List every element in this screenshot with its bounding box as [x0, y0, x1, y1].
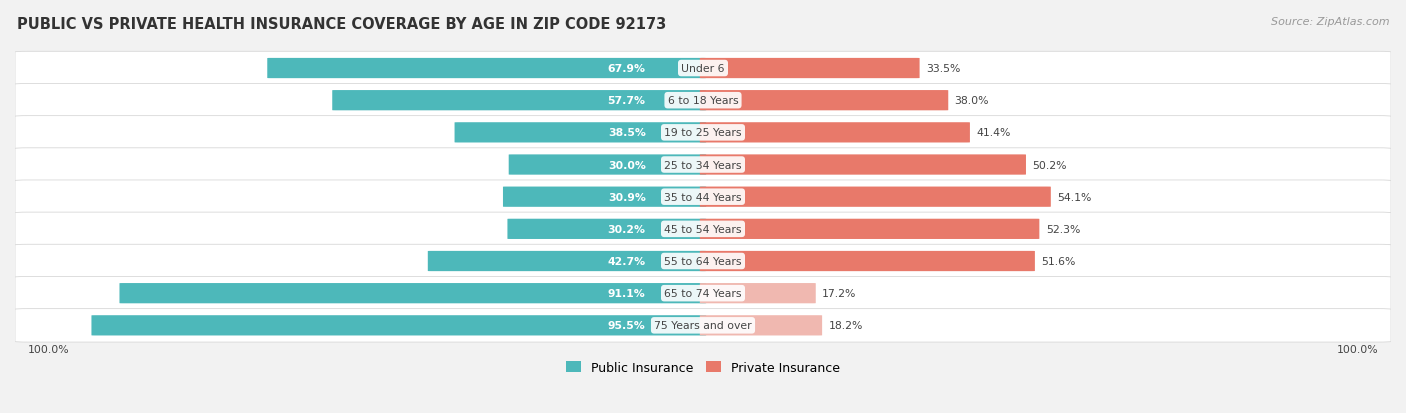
- Text: 54.1%: 54.1%: [1057, 192, 1091, 202]
- FancyBboxPatch shape: [454, 123, 706, 143]
- Text: 41.4%: 41.4%: [976, 128, 1011, 138]
- Text: 95.5%: 95.5%: [607, 320, 645, 330]
- FancyBboxPatch shape: [509, 155, 706, 175]
- Text: 38.5%: 38.5%: [607, 128, 645, 138]
- Text: 57.7%: 57.7%: [607, 96, 645, 106]
- Text: 30.0%: 30.0%: [607, 160, 645, 170]
- FancyBboxPatch shape: [700, 187, 1050, 207]
- Text: 100.0%: 100.0%: [28, 344, 69, 354]
- FancyBboxPatch shape: [427, 251, 706, 271]
- Text: 35 to 44 Years: 35 to 44 Years: [664, 192, 742, 202]
- Text: 52.3%: 52.3%: [1046, 224, 1080, 234]
- FancyBboxPatch shape: [15, 309, 1391, 342]
- Text: 42.7%: 42.7%: [607, 256, 645, 266]
- Text: 45 to 54 Years: 45 to 54 Years: [664, 224, 742, 234]
- FancyBboxPatch shape: [700, 123, 970, 143]
- FancyBboxPatch shape: [700, 251, 1035, 271]
- Text: 55 to 64 Years: 55 to 64 Years: [664, 256, 742, 266]
- FancyBboxPatch shape: [700, 59, 920, 79]
- Text: 91.1%: 91.1%: [607, 288, 645, 299]
- Text: Under 6: Under 6: [682, 64, 724, 74]
- Text: Source: ZipAtlas.com: Source: ZipAtlas.com: [1271, 17, 1389, 26]
- FancyBboxPatch shape: [700, 155, 1026, 175]
- Text: 17.2%: 17.2%: [823, 288, 856, 299]
- FancyBboxPatch shape: [120, 283, 706, 304]
- FancyBboxPatch shape: [332, 91, 706, 111]
- FancyBboxPatch shape: [15, 277, 1391, 310]
- Text: 6 to 18 Years: 6 to 18 Years: [668, 96, 738, 106]
- Text: 65 to 74 Years: 65 to 74 Years: [664, 288, 742, 299]
- FancyBboxPatch shape: [15, 213, 1391, 246]
- Legend: Public Insurance, Private Insurance: Public Insurance, Private Insurance: [561, 356, 845, 379]
- Text: 100.0%: 100.0%: [1337, 344, 1378, 354]
- FancyBboxPatch shape: [15, 116, 1391, 150]
- FancyBboxPatch shape: [15, 244, 1391, 278]
- FancyBboxPatch shape: [15, 180, 1391, 214]
- FancyBboxPatch shape: [700, 283, 815, 304]
- Text: 50.2%: 50.2%: [1032, 160, 1067, 170]
- FancyBboxPatch shape: [267, 59, 706, 79]
- FancyBboxPatch shape: [700, 219, 1039, 240]
- Text: 30.9%: 30.9%: [607, 192, 645, 202]
- Text: 30.2%: 30.2%: [607, 224, 645, 234]
- Text: 25 to 34 Years: 25 to 34 Years: [664, 160, 742, 170]
- Text: 33.5%: 33.5%: [927, 64, 960, 74]
- FancyBboxPatch shape: [508, 219, 706, 240]
- Text: 51.6%: 51.6%: [1042, 256, 1076, 266]
- FancyBboxPatch shape: [700, 316, 823, 336]
- FancyBboxPatch shape: [91, 316, 706, 336]
- Text: 38.0%: 38.0%: [955, 96, 990, 106]
- FancyBboxPatch shape: [15, 148, 1391, 182]
- FancyBboxPatch shape: [503, 187, 706, 207]
- FancyBboxPatch shape: [15, 84, 1391, 118]
- FancyBboxPatch shape: [15, 52, 1391, 85]
- Text: 67.9%: 67.9%: [607, 64, 645, 74]
- Text: PUBLIC VS PRIVATE HEALTH INSURANCE COVERAGE BY AGE IN ZIP CODE 92173: PUBLIC VS PRIVATE HEALTH INSURANCE COVER…: [17, 17, 666, 31]
- Text: 18.2%: 18.2%: [828, 320, 863, 330]
- Text: 75 Years and over: 75 Years and over: [654, 320, 752, 330]
- FancyBboxPatch shape: [700, 91, 948, 111]
- Text: 19 to 25 Years: 19 to 25 Years: [664, 128, 742, 138]
